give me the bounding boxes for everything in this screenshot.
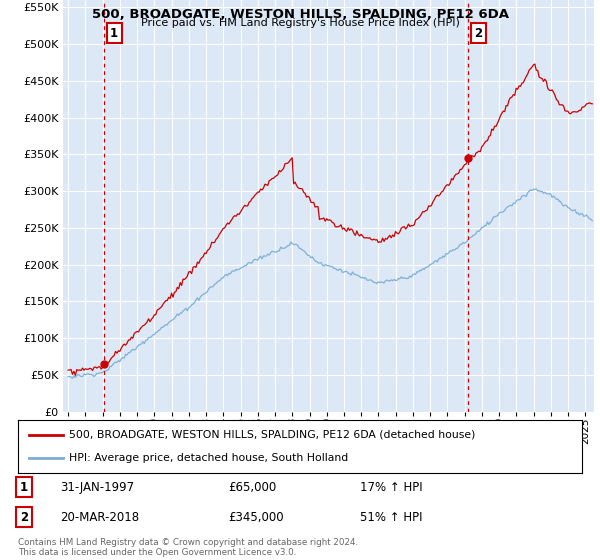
Text: 20-MAR-2018: 20-MAR-2018 xyxy=(60,511,139,524)
Text: 17% ↑ HPI: 17% ↑ HPI xyxy=(360,480,422,494)
Text: 500, BROADGATE, WESTON HILLS, SPALDING, PE12 6DA: 500, BROADGATE, WESTON HILLS, SPALDING, … xyxy=(91,8,509,21)
Text: 51% ↑ HPI: 51% ↑ HPI xyxy=(360,511,422,524)
Text: 1: 1 xyxy=(20,480,28,494)
Text: £345,000: £345,000 xyxy=(228,511,284,524)
Text: 2: 2 xyxy=(475,26,482,40)
Text: 2: 2 xyxy=(20,511,28,524)
Text: HPI: Average price, detached house, South Holland: HPI: Average price, detached house, Sout… xyxy=(69,453,348,463)
Text: Price paid vs. HM Land Registry's House Price Index (HPI): Price paid vs. HM Land Registry's House … xyxy=(140,18,460,29)
Text: 31-JAN-1997: 31-JAN-1997 xyxy=(60,480,134,494)
Text: Contains HM Land Registry data © Crown copyright and database right 2024.
This d: Contains HM Land Registry data © Crown c… xyxy=(18,538,358,557)
Text: £65,000: £65,000 xyxy=(228,480,276,494)
Text: 500, BROADGATE, WESTON HILLS, SPALDING, PE12 6DA (detached house): 500, BROADGATE, WESTON HILLS, SPALDING, … xyxy=(69,430,475,440)
Text: 1: 1 xyxy=(110,26,118,40)
